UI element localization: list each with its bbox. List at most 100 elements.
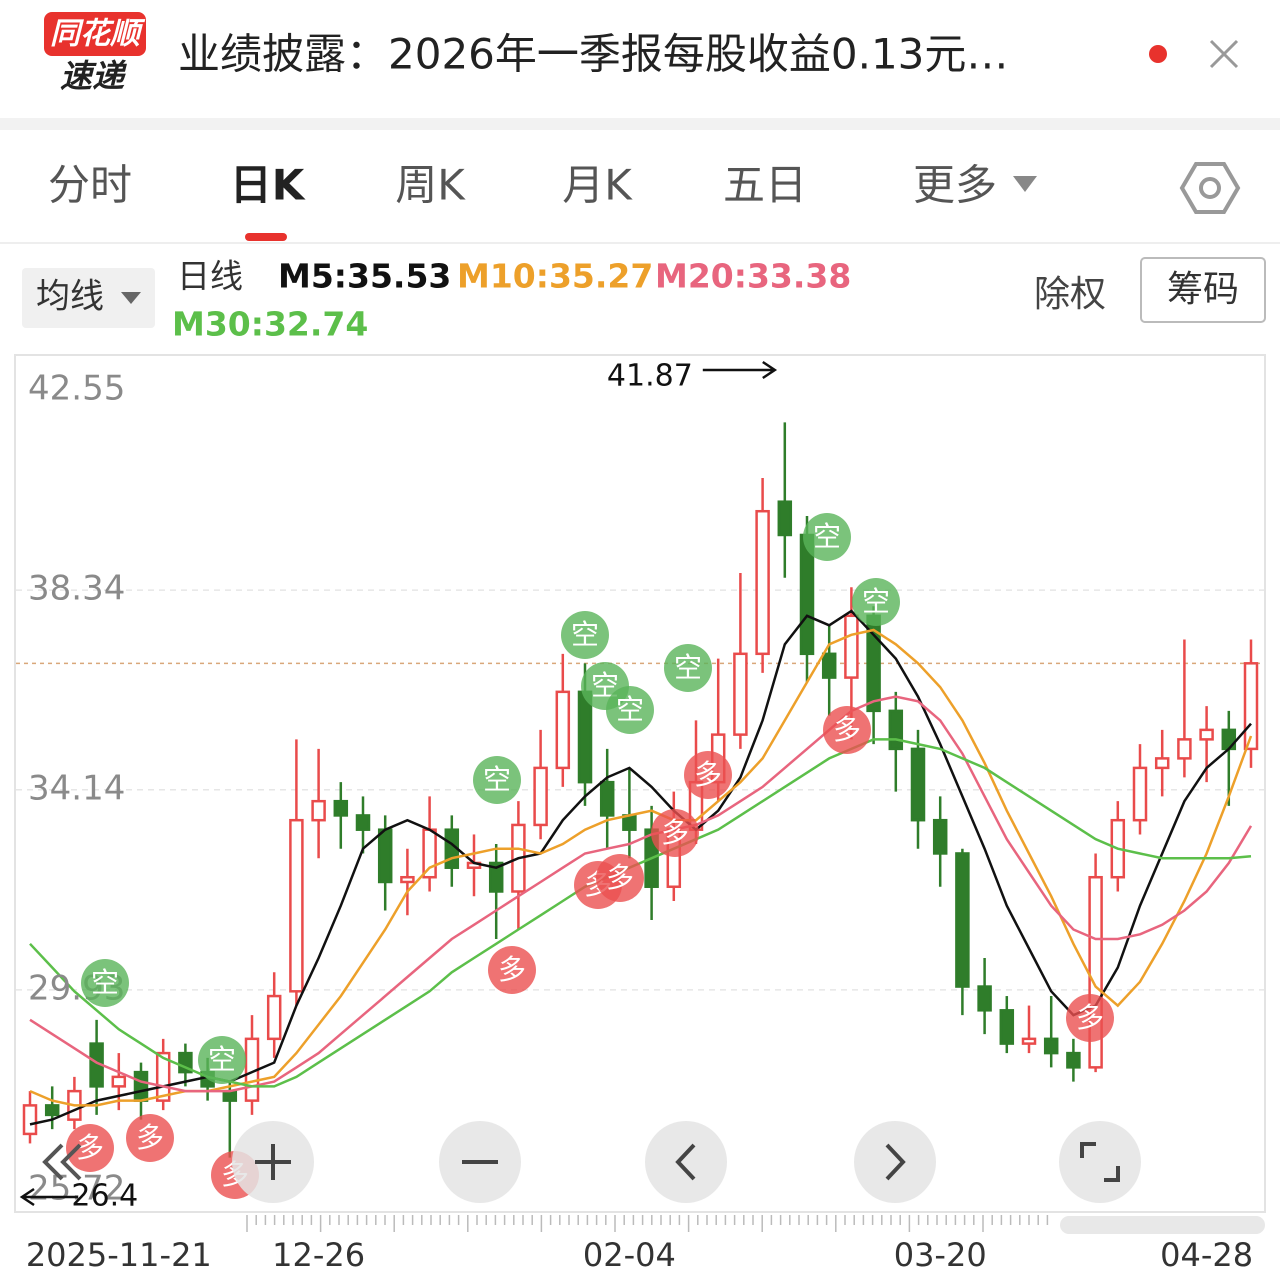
candle-body [266, 994, 282, 1041]
tab[interactable]: 五日 [723, 161, 807, 210]
candle-body [333, 799, 349, 817]
chart-frame [14, 354, 1266, 1213]
candle-body [577, 690, 593, 784]
left-icon [675, 1143, 696, 1181]
separator [0, 118, 1280, 130]
candle-body [821, 652, 837, 679]
candle-body [355, 814, 371, 831]
candle-body [999, 1009, 1015, 1045]
signal-badge [664, 644, 712, 692]
ma-selector[interactable] [22, 268, 155, 328]
ma-legend: M5:35.53 [278, 257, 451, 296]
candle-body [977, 985, 992, 1012]
overlay: 25.7229.9334.1438.3442.55空多多空多多空多多空空空多空多… [19, 359, 1265, 1268]
candle-body [1199, 728, 1214, 741]
signal-badge [803, 513, 851, 561]
signal-badge [66, 1124, 114, 1172]
dropdown-arrow [121, 292, 141, 304]
x-tick-label: 12-26 [272, 1236, 365, 1268]
ma-legend: M20:33.38 [655, 257, 851, 296]
candle-body [777, 500, 793, 537]
signal-badge [651, 809, 699, 857]
nav-button[interactable] [1059, 1121, 1141, 1203]
right-icon [885, 1143, 906, 1181]
candle-body [289, 818, 304, 993]
scroll-thumb[interactable] [1060, 1216, 1265, 1234]
candle-body [1132, 766, 1148, 822]
y-tick-label: 34.14 [28, 768, 125, 808]
chips-button-box[interactable] [1140, 257, 1266, 323]
tab-indicator [245, 233, 287, 241]
tab[interactable]: 分时 [48, 161, 132, 210]
header-title[interactable]: 业绩披露：2026年一季报每股收益0.13元… [178, 30, 1008, 79]
candle-body [44, 1104, 60, 1117]
candle-body [910, 747, 926, 822]
candle-body [733, 652, 748, 736]
signal-label: 空 [483, 763, 511, 796]
chips-button[interactable]: 筹码 [1167, 269, 1239, 310]
x-tick-label: 03-20 [894, 1236, 987, 1268]
candle-body [1066, 1051, 1081, 1069]
signal-label: 空 [208, 1043, 236, 1076]
high-arrow [702, 360, 778, 380]
signal-badge [852, 578, 900, 626]
signal-badge [81, 959, 129, 1007]
signal-badge [488, 946, 536, 994]
x-tick-label: 04-28 [1160, 1236, 1253, 1268]
candle-body [844, 614, 859, 679]
tab[interactable]: 月K [562, 161, 633, 210]
nav-button[interactable] [854, 1121, 936, 1203]
candle-body [422, 828, 437, 879]
candle-body [377, 828, 393, 884]
signal-badge [126, 1114, 174, 1162]
period-label: 日线 [177, 257, 243, 296]
signal-label: 多 [498, 953, 526, 986]
signal-label: 多 [694, 758, 722, 791]
tab[interactable]: 更多 [913, 161, 997, 210]
unread-dot [1149, 45, 1167, 63]
nav-button[interactable] [645, 1121, 727, 1203]
candle-body [1221, 728, 1237, 751]
candle-body [488, 861, 504, 893]
signal-badge [561, 611, 609, 659]
ma-line [29, 738, 1252, 1088]
settings-icon[interactable] [1179, 162, 1241, 214]
signal-label: 空 [862, 585, 890, 618]
ma-line [29, 695, 1253, 1093]
close-button[interactable] [1209, 39, 1239, 69]
candle-body [1177, 738, 1192, 760]
candle-body [400, 875, 415, 884]
signal-badge [198, 1036, 246, 1084]
signal-label: 多 [1076, 1001, 1104, 1034]
signal-label: 多 [76, 1131, 104, 1164]
candle-body [222, 1089, 238, 1102]
signal-badge [823, 706, 871, 754]
candle-body [133, 1070, 149, 1102]
signal-label: 空 [674, 651, 702, 684]
low-annotation: 26.4 [71, 1179, 138, 1214]
adjust-button[interactable]: 除权 [1034, 274, 1106, 315]
rewind-icon[interactable] [42, 1143, 82, 1181]
signal-label: 空 [571, 618, 599, 651]
signal-label: 空 [91, 966, 119, 999]
signal-badge [1066, 994, 1114, 1042]
candle-body [155, 1051, 171, 1102]
tab-active[interactable]: 日K [230, 161, 306, 210]
candle-body [1043, 1037, 1059, 1055]
candle-body [311, 799, 326, 822]
candle-body [555, 690, 571, 770]
signal-badge [684, 751, 732, 799]
logo-top: 同花顺 [50, 17, 146, 52]
candle-body [599, 780, 615, 817]
zoom-in-icon [255, 1144, 291, 1180]
logo-bottom: 速递 [60, 57, 127, 95]
candle-body [533, 766, 548, 827]
dropdown-arrow [1013, 176, 1037, 192]
logo-badge [44, 12, 146, 56]
tab[interactable]: 周K [395, 161, 466, 210]
ma-legend: M30:32.74 [172, 305, 368, 344]
signal-label: 多 [661, 816, 689, 849]
candle-body [955, 852, 970, 988]
signal-label: 多 [136, 1121, 164, 1154]
